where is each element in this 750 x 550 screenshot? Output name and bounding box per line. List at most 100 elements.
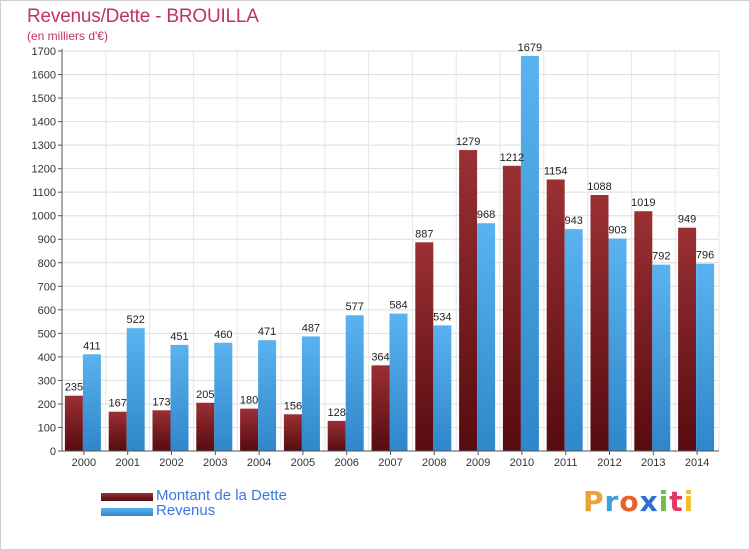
bar-debt xyxy=(678,227,697,451)
bar-revenue xyxy=(170,344,189,451)
y-tick-label: 800 xyxy=(38,258,56,270)
y-tick-label: 1700 xyxy=(32,46,56,58)
data-label-debt: 949 xyxy=(678,214,696,226)
x-tick-label: 2007 xyxy=(378,457,402,469)
bar-debt xyxy=(546,179,565,451)
logo-letter: o xyxy=(619,485,640,518)
y-tick-label: 600 xyxy=(38,305,56,317)
y-tick-label: 1300 xyxy=(32,140,56,152)
y-axis: 0 100 200 300 400 500 600 700 800 900 1000 1100 1200… xyxy=(32,46,63,458)
y-tick-label: 0 xyxy=(50,446,56,458)
data-label-debt: 235 xyxy=(65,382,83,394)
x-tick-label: 2009 xyxy=(466,457,490,469)
y-tick-label: 900 xyxy=(38,234,56,246)
x-tick-label: 2004 xyxy=(247,457,271,469)
y-tick-label: 700 xyxy=(38,281,56,293)
data-label-debt: 1088 xyxy=(587,181,611,193)
x-tick-label: 2012 xyxy=(597,457,621,469)
legend-label-revenue: Revenus xyxy=(156,502,216,519)
bar-revenue xyxy=(652,264,671,451)
legend-label-debt: Montant de la Dette xyxy=(156,487,287,504)
data-label-revenue: 451 xyxy=(170,331,188,343)
data-label-debt: 1019 xyxy=(631,197,655,209)
data-label-debt: 180 xyxy=(240,395,258,407)
bar-debt xyxy=(590,195,609,451)
logo-letter: i xyxy=(683,485,695,518)
data-label-revenue: 584 xyxy=(389,300,407,312)
bar-debt xyxy=(459,150,478,451)
y-tick-label: 1500 xyxy=(32,93,56,105)
y-tick-label: 400 xyxy=(38,352,56,364)
y-tick-label: 300 xyxy=(38,375,56,387)
data-label-revenue: 796 xyxy=(696,250,714,262)
x-tick-label: 2013 xyxy=(641,457,665,469)
data-label-debt: 1279 xyxy=(456,136,480,148)
bar-revenue xyxy=(258,340,277,451)
x-tick-label: 2001 xyxy=(115,457,139,469)
x-tick-label: 2005 xyxy=(291,457,315,469)
y-tick-label: 1200 xyxy=(32,164,56,176)
x-tick-label: 2006 xyxy=(334,457,358,469)
bar-debt xyxy=(283,414,302,451)
bar-revenue xyxy=(214,342,233,451)
data-label-revenue: 1679 xyxy=(518,42,542,54)
bar-debt xyxy=(64,395,83,451)
logo-letter: r xyxy=(604,485,620,518)
y-tick-label: 1600 xyxy=(32,70,56,82)
chart-subtitle: (en milliers d'€) xyxy=(27,29,108,43)
bar-debt xyxy=(108,411,127,451)
data-label-revenue: 487 xyxy=(302,322,320,334)
bar-revenue xyxy=(608,238,627,451)
x-tick-label: 2008 xyxy=(422,457,446,469)
y-tick-label: 1100 xyxy=(32,187,56,199)
x-tick-label: 2010 xyxy=(510,457,534,469)
bar-revenue xyxy=(564,229,583,451)
y-tick-label: 500 xyxy=(38,328,56,340)
data-label-revenue: 471 xyxy=(258,326,276,338)
data-label-revenue: 460 xyxy=(214,329,232,341)
bar-revenue xyxy=(520,55,539,452)
bar-revenue xyxy=(433,325,452,451)
data-label-debt: 156 xyxy=(284,400,302,412)
data-label-revenue: 522 xyxy=(127,314,145,326)
logo-letter: i xyxy=(658,485,670,518)
y-tick-label: 100 xyxy=(38,422,56,434)
bar-debt xyxy=(502,165,521,451)
data-label-revenue: 968 xyxy=(477,209,495,221)
data-label-debt: 1212 xyxy=(500,152,524,164)
data-label-debt: 205 xyxy=(196,389,214,401)
data-label-revenue: 903 xyxy=(608,225,626,237)
data-label-debt: 364 xyxy=(371,351,389,363)
bar-debt xyxy=(415,242,434,451)
bar-debt xyxy=(240,408,259,451)
bar-revenue xyxy=(82,354,101,451)
chart-title: Revenus/Dette - BROUILLA xyxy=(27,6,259,27)
data-label-revenue: 943 xyxy=(565,215,583,227)
x-tick-label: 2002 xyxy=(159,457,183,469)
data-label-debt: 167 xyxy=(109,398,127,410)
x-tick-label: 2011 xyxy=(554,457,578,469)
y-tick-label: 1000 xyxy=(32,211,56,223)
data-label-debt: 1154 xyxy=(544,165,568,177)
x-tick-label: 2003 xyxy=(203,457,227,469)
y-tick-label: 1400 xyxy=(32,117,56,129)
data-label-debt: 173 xyxy=(152,396,170,408)
legend-swatch-debt xyxy=(101,493,153,501)
data-labels: 235 411 167 522 173 451 205 460 180 471 156 487 128 5… xyxy=(65,42,715,419)
data-label-revenue: 577 xyxy=(346,301,364,313)
bar-debt xyxy=(634,211,653,451)
data-label-revenue: 411 xyxy=(83,340,101,352)
x-tick-label: 2014 xyxy=(685,457,709,469)
bar-revenue xyxy=(477,223,496,451)
data-label-revenue: 792 xyxy=(652,251,670,263)
bar-debt xyxy=(327,420,346,451)
y-tick-label: 200 xyxy=(38,399,56,411)
data-label-debt: 128 xyxy=(328,407,346,419)
data-label-debt: 887 xyxy=(415,228,433,240)
x-axis: 2000 2001 2002 2003 2004 2005 2006 2007 2008 2009… xyxy=(62,450,719,469)
logo-letter: P xyxy=(583,485,605,518)
proxiti-logo: Proxiti xyxy=(583,485,694,518)
bar-revenue xyxy=(696,263,715,451)
